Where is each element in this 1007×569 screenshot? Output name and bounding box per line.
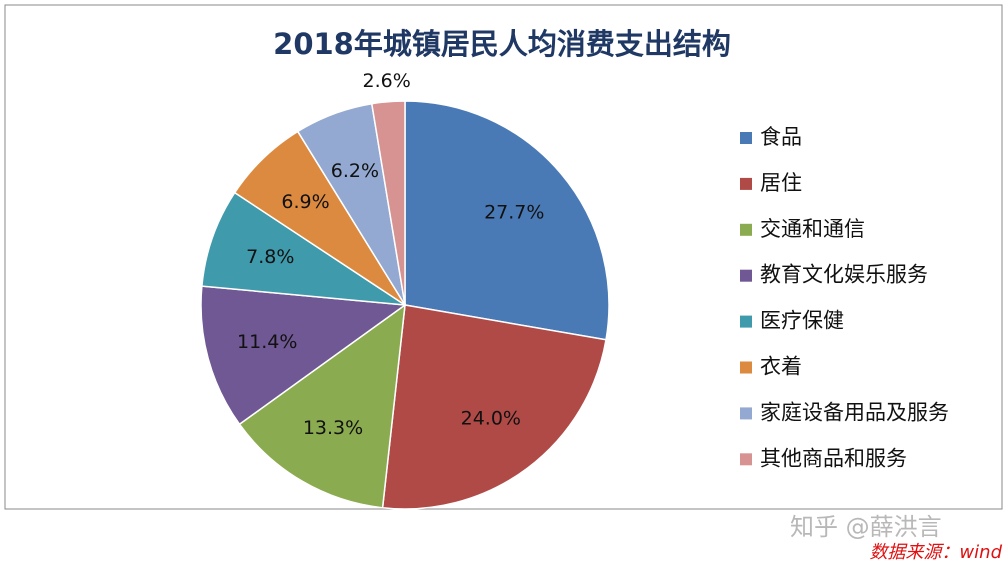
data-label: 24.0% [461,408,521,430]
legend-label: 家庭设备用品及服务 [760,400,949,424]
pie-slice [404,100,610,341]
legend-swatch [740,315,752,328]
legend-label: 食品 [760,125,802,149]
pie-slice [381,304,607,510]
legend-label: 其他商品和服务 [760,446,907,470]
pie-slice [238,303,406,509]
legend-swatch [740,223,752,236]
chart-title: 2018年城镇居民人均消费支出结构 [273,27,731,61]
pie-slice [201,191,406,306]
legend-label: 交通和通信 [760,217,865,241]
watermark: 知乎 @薛洪言 [790,513,942,541]
data-label: 2.6% [363,70,411,92]
data-label: 13.3% [303,417,363,439]
data-label: 11.4% [237,331,297,353]
legend-swatch [740,177,752,190]
data-label: 6.9% [281,191,329,213]
legend-swatch [740,407,752,420]
data-label: 7.8% [246,246,294,268]
legend-swatch [740,269,752,282]
legend-swatch [740,361,752,374]
legend-label: 居住 [760,171,802,195]
legend-swatch [740,132,752,144]
data-label: 6.2% [331,160,379,182]
legend-label: 医疗保健 [760,309,844,333]
pie-slice [370,100,406,306]
source-note: 数据来源：wind [869,542,1002,563]
legend-swatch [740,453,752,466]
pie-slice [200,285,408,426]
legend-label: 衣着 [760,355,802,379]
legend-label: 教育文化娱乐服务 [760,263,928,287]
data-label: 27.7% [484,202,544,224]
